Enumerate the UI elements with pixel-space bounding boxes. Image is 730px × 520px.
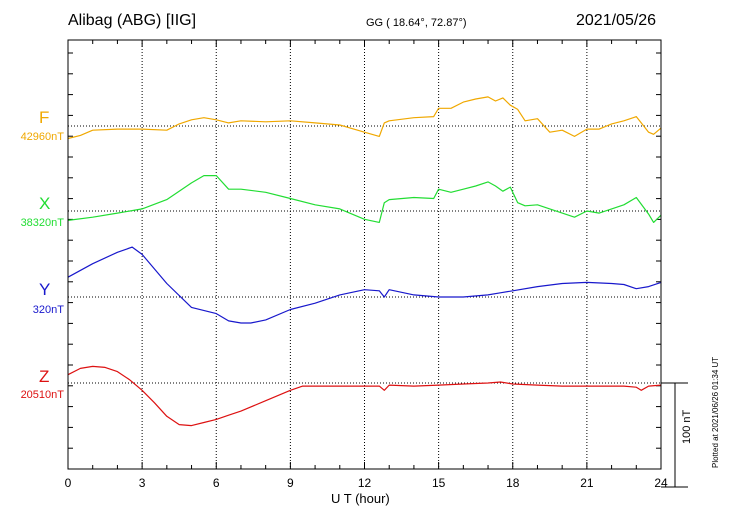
series-label-f: F <box>39 108 50 127</box>
grid-lines <box>68 40 661 469</box>
series-label-x: X <box>39 194 51 213</box>
series-lines <box>67 96 662 427</box>
series-line-z <box>67 365 662 427</box>
x-tick-label: 3 <box>139 476 146 490</box>
scale-bar <box>661 382 688 488</box>
series-line-y <box>67 246 662 324</box>
x-tick-label: 15 <box>432 476 446 490</box>
x-tick-label: 12 <box>358 476 372 490</box>
geographic-coordinates: GG ( 18.64°, 72.87°) <box>366 17 467 29</box>
axis-ticks: 0 3 6 9 12 15 18 21 24 <box>65 40 668 490</box>
series-label-y: Y <box>39 280 51 299</box>
series-baseline-y: 320nT <box>32 304 64 316</box>
date-label: 2021/05/26 <box>576 12 657 29</box>
series-baseline-f: 42960nT <box>20 131 64 143</box>
series-label-z: Z <box>39 367 50 386</box>
x-tick-label: 18 <box>506 476 520 490</box>
x-tick-label: 9 <box>287 476 294 490</box>
series-line-x <box>67 175 662 223</box>
x-tick-label: 0 <box>65 476 72 490</box>
x-tick-label: 21 <box>580 476 594 490</box>
series-line-f <box>67 96 662 140</box>
station-title: Alibag (ABG) [IIG] <box>68 12 197 29</box>
x-tick-label: 24 <box>654 476 668 490</box>
series-baseline-x: 38320nT <box>20 217 64 229</box>
x-tick-label: 6 <box>213 476 220 490</box>
x-axis-label: U T (hour) <box>331 491 390 506</box>
plot-frame <box>67 39 662 470</box>
series-baseline-z: 20510nT <box>20 389 64 401</box>
